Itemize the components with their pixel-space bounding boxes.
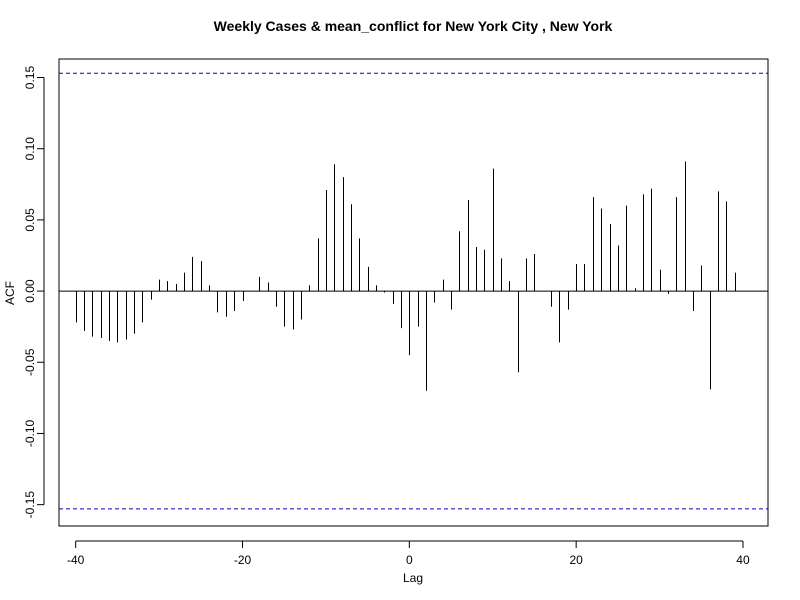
y-tick-label: -0.15 <box>23 491 37 519</box>
y-tick-label: 0.10 <box>23 137 37 161</box>
y-axis-title: ACF <box>3 281 17 305</box>
x-axis-title: Lag <box>403 571 423 585</box>
y-axis: -0.15 -0.10 -0.05 0.00 0.05 0.10 0.15 <box>23 66 45 519</box>
confidence-bounds <box>59 72 768 510</box>
x-tick-label: -20 <box>234 553 252 567</box>
y-tick-label: 0.00 <box>23 279 37 303</box>
y-tick-label: -0.05 <box>23 348 37 376</box>
chart-title: Weekly Cases & mean_conflict for New Yor… <box>214 18 613 34</box>
acf-bars <box>76 161 736 391</box>
y-tick-label: 0.15 <box>23 66 37 90</box>
x-axis: -40 -20 0 20 40 <box>67 540 750 567</box>
x-tick-label: 0 <box>406 553 413 567</box>
y-tick-label: -0.10 <box>23 419 37 447</box>
plot-frame <box>58 58 769 527</box>
x-tick-label: 40 <box>736 553 750 567</box>
y-tick-label: 0.05 <box>23 208 37 232</box>
x-tick-label: -40 <box>67 553 85 567</box>
x-tick-label: 20 <box>569 553 583 567</box>
